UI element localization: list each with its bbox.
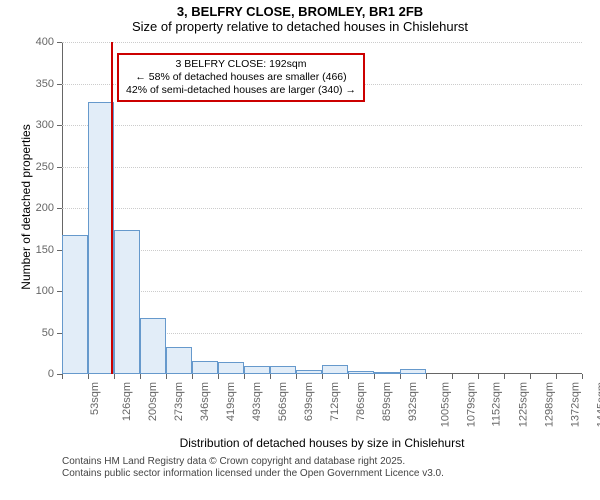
x-tick-mark	[504, 374, 505, 379]
histogram-bar	[140, 318, 166, 374]
attribution-line-1: Contains HM Land Registry data © Crown c…	[62, 456, 444, 468]
annotation-line-2: ← 58% of detached houses are smaller (46…	[125, 71, 357, 84]
x-tick-label: 273sqm	[173, 382, 185, 421]
y-tick-label: 350	[24, 78, 54, 90]
histogram-bar	[348, 371, 374, 374]
title-address: 3, BELFRY CLOSE, BROMLEY, BR1 2FB	[0, 4, 600, 19]
y-tick-mark	[57, 208, 62, 209]
histogram-bar	[374, 372, 400, 374]
x-tick-label: 346sqm	[199, 382, 211, 421]
x-tick-label: 419sqm	[225, 382, 237, 421]
y-tick-label: 150	[24, 244, 54, 256]
x-axis-label: Distribution of detached houses by size …	[62, 436, 582, 450]
y-tick-mark	[57, 42, 62, 43]
x-tick-label: 1225sqm	[517, 382, 529, 427]
x-tick-mark	[192, 374, 193, 379]
x-tick-label: 53sqm	[89, 382, 101, 415]
x-tick-label: 1079sqm	[465, 382, 477, 427]
y-tick-label: 100	[24, 285, 54, 297]
annotation-line-3: 42% of semi-detached houses are larger (…	[125, 84, 357, 97]
x-tick-label: 932sqm	[407, 382, 419, 421]
x-tick-mark	[62, 374, 63, 379]
x-tick-mark	[114, 374, 115, 379]
x-tick-label: 639sqm	[303, 382, 315, 421]
annotation-line-1: 3 BELFRY CLOSE: 192sqm	[125, 58, 357, 71]
x-tick-label: 786sqm	[355, 382, 367, 421]
grid-line	[62, 125, 582, 126]
x-tick-mark	[296, 374, 297, 379]
y-tick-label: 50	[24, 327, 54, 339]
x-tick-mark	[348, 374, 349, 379]
histogram-bar	[296, 370, 322, 374]
x-tick-label: 200sqm	[147, 382, 159, 421]
x-tick-mark	[400, 374, 401, 379]
histogram-bar	[400, 369, 426, 374]
histogram-bar	[62, 235, 88, 374]
x-tick-mark	[556, 374, 557, 379]
attribution-text: Contains HM Land Registry data © Crown c…	[62, 456, 444, 480]
x-tick-label: 712sqm	[329, 382, 341, 421]
x-tick-mark	[140, 374, 141, 379]
x-tick-label: 1152sqm	[490, 382, 502, 426]
x-tick-mark	[374, 374, 375, 379]
y-tick-label: 250	[24, 161, 54, 173]
y-tick-mark	[57, 167, 62, 168]
grid-line	[62, 208, 582, 209]
x-tick-mark	[322, 374, 323, 379]
x-tick-label: 1298sqm	[543, 382, 555, 427]
histogram-bar	[166, 347, 192, 374]
x-tick-mark	[166, 374, 167, 379]
x-tick-mark	[270, 374, 271, 379]
y-tick-label: 0	[24, 368, 54, 380]
histogram-bar	[114, 230, 140, 374]
chart-container: 3, BELFRY CLOSE, BROMLEY, BR1 2FB Size o…	[0, 0, 600, 500]
x-tick-mark	[218, 374, 219, 379]
x-tick-mark	[452, 374, 453, 379]
chart-title: 3, BELFRY CLOSE, BROMLEY, BR1 2FB Size o…	[0, 4, 600, 34]
x-tick-label: 1445sqm	[595, 382, 600, 427]
x-tick-label: 566sqm	[277, 382, 289, 421]
grid-line	[62, 42, 582, 43]
x-tick-label: 126sqm	[121, 382, 133, 421]
histogram-bar	[218, 362, 244, 374]
x-tick-mark	[478, 374, 479, 379]
y-tick-mark	[57, 125, 62, 126]
histogram-bar	[192, 361, 218, 374]
x-tick-mark	[426, 374, 427, 379]
x-tick-mark	[582, 374, 583, 379]
x-tick-mark	[244, 374, 245, 379]
x-tick-label: 859sqm	[381, 382, 393, 421]
histogram-bar	[270, 366, 296, 374]
attribution-line-2: Contains public sector information licen…	[62, 468, 444, 480]
annotation-callout: 3 BELFRY CLOSE: 192sqm ← 58% of detached…	[117, 53, 365, 102]
histogram-bar	[88, 102, 114, 374]
y-tick-mark	[57, 84, 62, 85]
property-marker-line	[111, 42, 113, 374]
x-tick-mark	[530, 374, 531, 379]
histogram-bar	[322, 365, 348, 374]
y-tick-label: 400	[24, 36, 54, 48]
title-subtitle: Size of property relative to detached ho…	[0, 19, 600, 34]
y-tick-label: 300	[24, 119, 54, 131]
grid-line	[62, 291, 582, 292]
x-tick-label: 493sqm	[251, 382, 263, 421]
x-tick-label: 1372sqm	[569, 382, 581, 427]
grid-line	[62, 167, 582, 168]
x-tick-mark	[88, 374, 89, 379]
x-tick-label: 1005sqm	[439, 382, 451, 427]
grid-line	[62, 250, 582, 251]
histogram-bar	[244, 366, 270, 374]
y-tick-label: 200	[24, 202, 54, 214]
